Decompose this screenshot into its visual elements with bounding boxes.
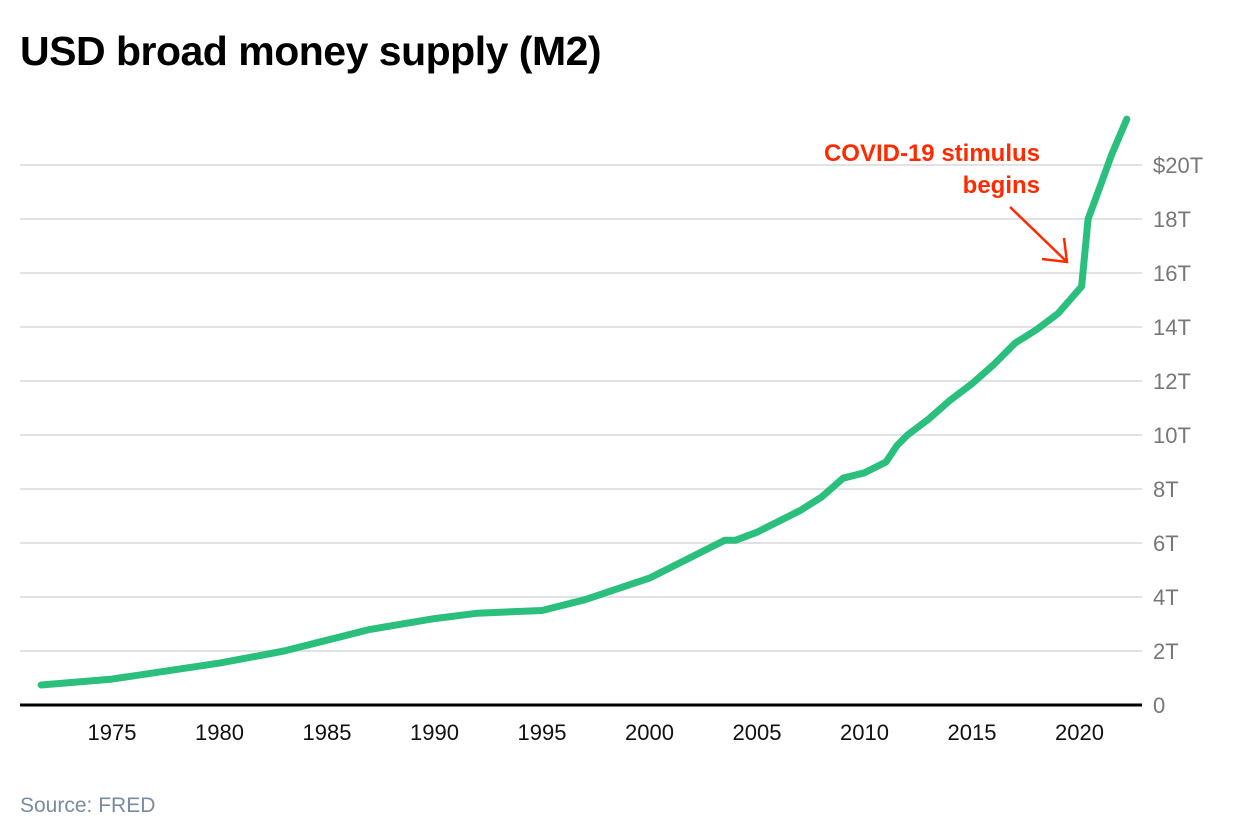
x-tick-label: 1980 xyxy=(195,720,244,745)
x-tick-label: 1995 xyxy=(518,720,567,745)
source-note: Source: FRED xyxy=(20,794,156,817)
x-tick-label: 2000 xyxy=(625,720,674,745)
x-tick-label: 1985 xyxy=(303,720,352,745)
x-tick-label: 2010 xyxy=(840,720,889,745)
y-tick-label: 8T xyxy=(1153,477,1179,502)
annotation-arrow xyxy=(1009,206,1069,264)
annotation-text: COVID-19 stimulus xyxy=(824,140,1040,167)
x-tick-label: 2020 xyxy=(1055,720,1104,745)
y-tick-label: 10T xyxy=(1153,423,1191,448)
y-tick-label: 6T xyxy=(1153,531,1179,556)
y-tick-label: 4T xyxy=(1153,585,1179,610)
y-tick-label: 14T xyxy=(1153,315,1191,340)
chart-title: USD broad money supply (M2) xyxy=(20,28,602,74)
annotation-text: begins xyxy=(963,172,1040,199)
m2-series-line xyxy=(37,115,1131,689)
x-tick-label: 1975 xyxy=(88,720,137,745)
y-tick-label: 18T xyxy=(1153,207,1191,232)
x-tick-label: 2005 xyxy=(733,720,782,745)
x-tick-label: 2015 xyxy=(948,720,997,745)
y-tick-label: 2T xyxy=(1153,639,1179,664)
y-tick-label: 16T xyxy=(1153,261,1191,286)
y-tick-label: 12T xyxy=(1153,369,1191,394)
x-tick-label: 1990 xyxy=(410,720,459,745)
y-tick-label: 0 xyxy=(1153,693,1165,718)
y-tick-label: $20T xyxy=(1153,153,1203,178)
